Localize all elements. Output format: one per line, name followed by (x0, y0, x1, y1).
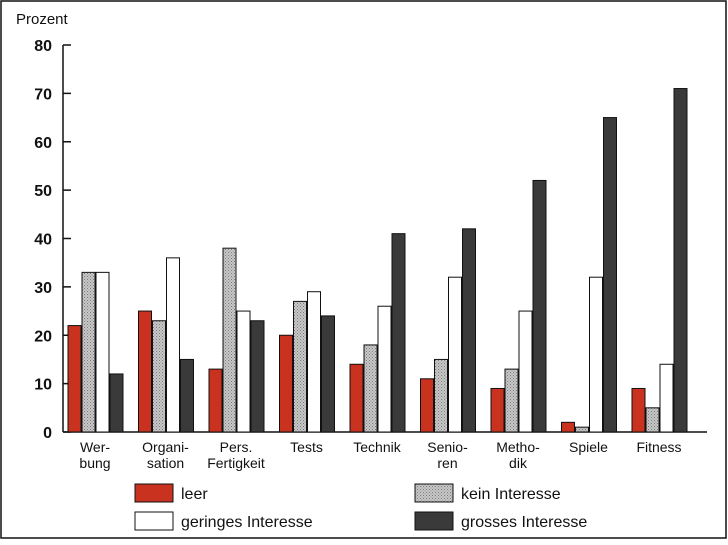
bar (631, 387, 646, 433)
bar (250, 320, 265, 433)
x-tick-label: Fitness (636, 439, 681, 455)
bar (222, 247, 237, 433)
bar (532, 179, 547, 433)
x-tick-label: Tests (290, 439, 323, 455)
bar (166, 257, 180, 433)
y-tick-label: 80 (34, 38, 52, 55)
bar (645, 407, 660, 433)
x-tick-label: Technik (353, 439, 401, 455)
bar (138, 310, 152, 433)
bar (307, 291, 321, 433)
x-tick-label: Organi-sation (142, 439, 189, 471)
bar (434, 358, 448, 433)
bar (152, 320, 166, 433)
legend: leer kein Interesse geringes Interesse gros… (134, 483, 587, 531)
x-tick-label: Pers. Fertigkeit (207, 439, 265, 471)
bar (448, 276, 462, 433)
bar (575, 426, 589, 433)
y-tick-label: 30 (34, 280, 52, 297)
y-tick-label: 40 (34, 232, 52, 249)
bar (490, 387, 505, 433)
bar (67, 325, 82, 433)
bar (603, 117, 617, 433)
bar (95, 271, 110, 433)
legend-swatch (414, 511, 454, 531)
bar (109, 373, 124, 433)
y-axis-label: Prozent (16, 11, 69, 28)
bar (518, 310, 533, 433)
bar (561, 421, 575, 433)
bar (293, 300, 307, 433)
bar (180, 358, 194, 433)
bar (391, 233, 406, 433)
y-tick-label: 50 (34, 183, 52, 200)
legend-label: leer (181, 486, 208, 503)
y-tick-label: 0 (43, 425, 52, 442)
x-tick-label: Senio-ren (427, 439, 468, 471)
bar (504, 368, 519, 433)
bar (377, 305, 392, 433)
bar (420, 378, 434, 433)
bar (279, 334, 293, 433)
bar (462, 228, 476, 433)
legend-swatch (414, 483, 454, 503)
x-tick-label: Metho-dik (496, 439, 540, 471)
legend-swatch (134, 511, 174, 531)
bars (67, 88, 688, 433)
y-tick-label: 10 (34, 377, 52, 394)
legend-swatch (134, 483, 174, 503)
x-tick-labels: Wer-bung Organi-sation Pers. Fertigkeit Test… (79, 439, 681, 471)
bar (589, 276, 603, 433)
y-tick-label: 70 (34, 86, 52, 103)
x-tick-label: Wer-bung (79, 439, 110, 471)
bar (659, 363, 674, 433)
bar (349, 363, 364, 433)
bar (208, 368, 223, 433)
y-tick-label: 60 (34, 135, 52, 152)
bar (673, 88, 688, 433)
legend-label: grosses Interesse (461, 514, 587, 531)
y-tick-label: 20 (34, 328, 52, 345)
bar (236, 310, 251, 433)
legend-label: kein Interesse (461, 486, 561, 503)
x-tick-label: Spiele (569, 439, 608, 455)
bar (363, 344, 378, 433)
legend-label: geringes Interesse (181, 514, 313, 531)
bar (81, 271, 96, 433)
bar (321, 315, 335, 433)
